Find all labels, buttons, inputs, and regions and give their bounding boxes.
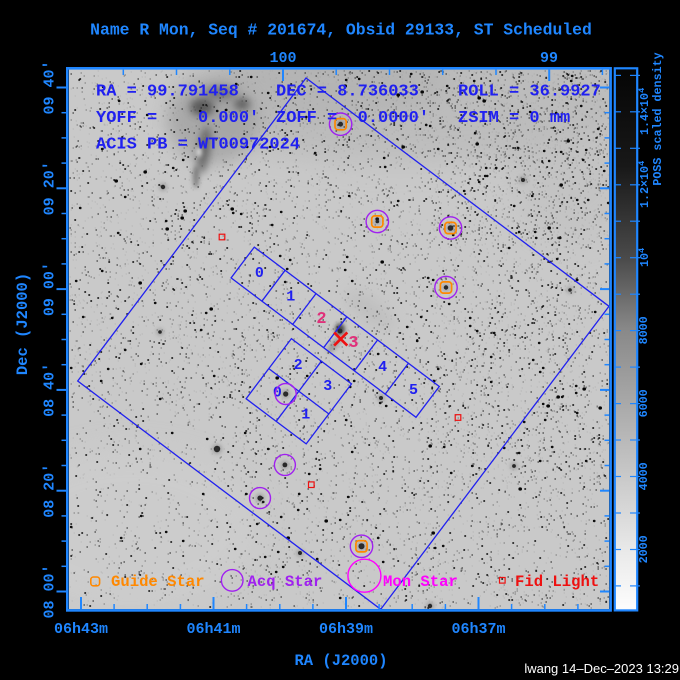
svg-text:RA (J2000): RA (J2000) xyxy=(294,652,387,670)
svg-text:99: 99 xyxy=(540,50,558,67)
svg-text:6000: 6000 xyxy=(637,389,651,417)
svg-text:Fid Light: Fid Light xyxy=(515,573,599,591)
svg-text:3: 3 xyxy=(348,334,358,353)
svg-text:100: 100 xyxy=(269,50,296,67)
svg-text:YOFF = 0.000': YOFF = 0.000' xyxy=(96,109,259,128)
svg-text:09 00': 09 00' xyxy=(42,262,59,316)
svg-text:06h41m: 06h41m xyxy=(186,621,240,638)
svg-text:2: 2 xyxy=(294,357,303,374)
svg-text:ZOFF = 0.0000': ZOFF = 0.0000' xyxy=(276,109,429,128)
svg-text:Dec (J2000): Dec (J2000) xyxy=(14,273,32,375)
svg-text:2: 2 xyxy=(316,310,326,329)
svg-text:Name R Mon, Seq # 201674, Obsi: Name R Mon, Seq # 201674, Obsid 29133, S… xyxy=(90,21,592,40)
svg-text:ACIS PB = WT00972024: ACIS PB = WT00972024 xyxy=(96,136,300,155)
svg-text:06h43m: 06h43m xyxy=(54,621,108,638)
svg-text:RA = 99.791458: RA = 99.791458 xyxy=(96,83,239,102)
svg-text:4000: 4000 xyxy=(637,462,651,490)
svg-text:3: 3 xyxy=(323,378,332,395)
svg-text:08 00': 08 00' xyxy=(42,564,59,618)
svg-text:Guide Star: Guide Star xyxy=(111,573,205,591)
svg-text:ROLL = 36.9927: ROLL = 36.9927 xyxy=(458,83,601,102)
svg-text:06h37m: 06h37m xyxy=(451,621,505,638)
svg-text:06h39m: 06h39m xyxy=(319,621,373,638)
svg-text:5: 5 xyxy=(409,382,418,399)
svg-text:POSS scaled density: POSS scaled density xyxy=(651,52,665,185)
svg-text:1.2×104: 1.2×104 xyxy=(637,161,652,208)
svg-text:ZSIM = 0 mm: ZSIM = 0 mm xyxy=(458,109,570,128)
svg-text:4: 4 xyxy=(378,359,387,376)
svg-text:8000: 8000 xyxy=(637,316,651,344)
svg-text:09 20': 09 20' xyxy=(42,161,59,215)
svg-text:1: 1 xyxy=(301,407,310,424)
svg-text:1.4×104: 1.4×104 xyxy=(637,88,652,135)
svg-text:lwang 14–Dec–2023 13:29: lwang 14–Dec–2023 13:29 xyxy=(524,661,679,676)
svg-text:08 40': 08 40' xyxy=(42,363,59,417)
svg-text:09 40': 09 40' xyxy=(42,60,59,114)
svg-text:0: 0 xyxy=(273,385,282,402)
svg-text:Mon Star: Mon Star xyxy=(383,573,458,591)
svg-text:DEC = 8.736033: DEC = 8.736033 xyxy=(276,83,419,102)
svg-text:08 20': 08 20' xyxy=(42,464,59,518)
svg-text:2000: 2000 xyxy=(637,535,651,563)
svg-text:Acq Star: Acq Star xyxy=(248,573,323,591)
svg-text:1: 1 xyxy=(286,289,295,306)
svg-text:0: 0 xyxy=(255,265,264,282)
